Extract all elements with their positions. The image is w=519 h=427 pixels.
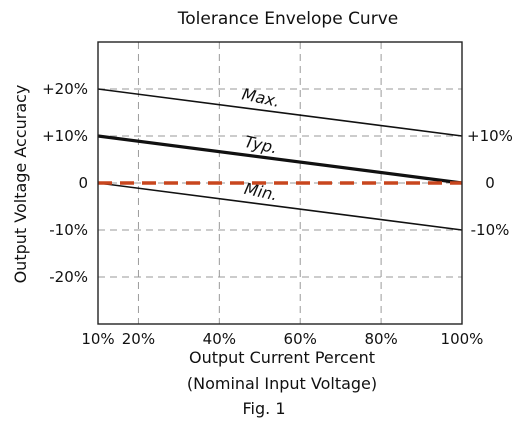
series-labels: Max. Typ. Min.	[240, 84, 281, 204]
series-line-max	[97, 88, 463, 137]
figure-caption: Fig. 1	[243, 399, 286, 418]
x-tick-label: 60%	[284, 330, 317, 348]
y-axis-label: Output Voltage Accuracy	[11, 85, 30, 284]
series-label-min: Min.	[243, 179, 280, 205]
series-line-min	[97, 182, 463, 231]
x-tick-labels: 10% 20% 40% 60% 80% 100%	[81, 330, 483, 348]
x-tick-label: 20%	[122, 330, 155, 348]
y-tick-label-left: -20%	[49, 268, 88, 286]
x-tick-label: 80%	[364, 330, 397, 348]
x-tick-label: 100%	[441, 330, 484, 348]
chart-title: Tolerance Envelope Curve	[177, 9, 398, 29]
y-tick-label-left: +10%	[42, 127, 88, 145]
x-tick-label: 10%	[81, 330, 114, 348]
y-tick-label-left: +20%	[42, 80, 88, 98]
series-label-max: Max.	[240, 84, 281, 111]
series-line-typ	[97, 134, 463, 185]
series-lines	[97, 88, 463, 231]
x-axis-sublabel: (Nominal Input Voltage)	[187, 374, 377, 393]
grid-lines	[98, 42, 462, 324]
x-tick-label: 40%	[203, 330, 236, 348]
y-tick-label-left: 0	[78, 174, 88, 192]
y-tick-label-left: -10%	[49, 221, 88, 239]
y-tick-label-right: -10%	[471, 221, 510, 239]
x-axis-label: Output Current Percent	[189, 348, 375, 367]
y-tick-label-right: 0	[485, 174, 495, 192]
series-label-typ: Typ.	[243, 132, 279, 157]
plot-frame	[97, 41, 463, 325]
y-tick-label-right: +10%	[467, 127, 513, 145]
y-tick-labels-left: +20% +10% 0 -10% -20%	[42, 80, 88, 286]
y-tick-labels-right: +10% 0 -10%	[467, 127, 513, 239]
